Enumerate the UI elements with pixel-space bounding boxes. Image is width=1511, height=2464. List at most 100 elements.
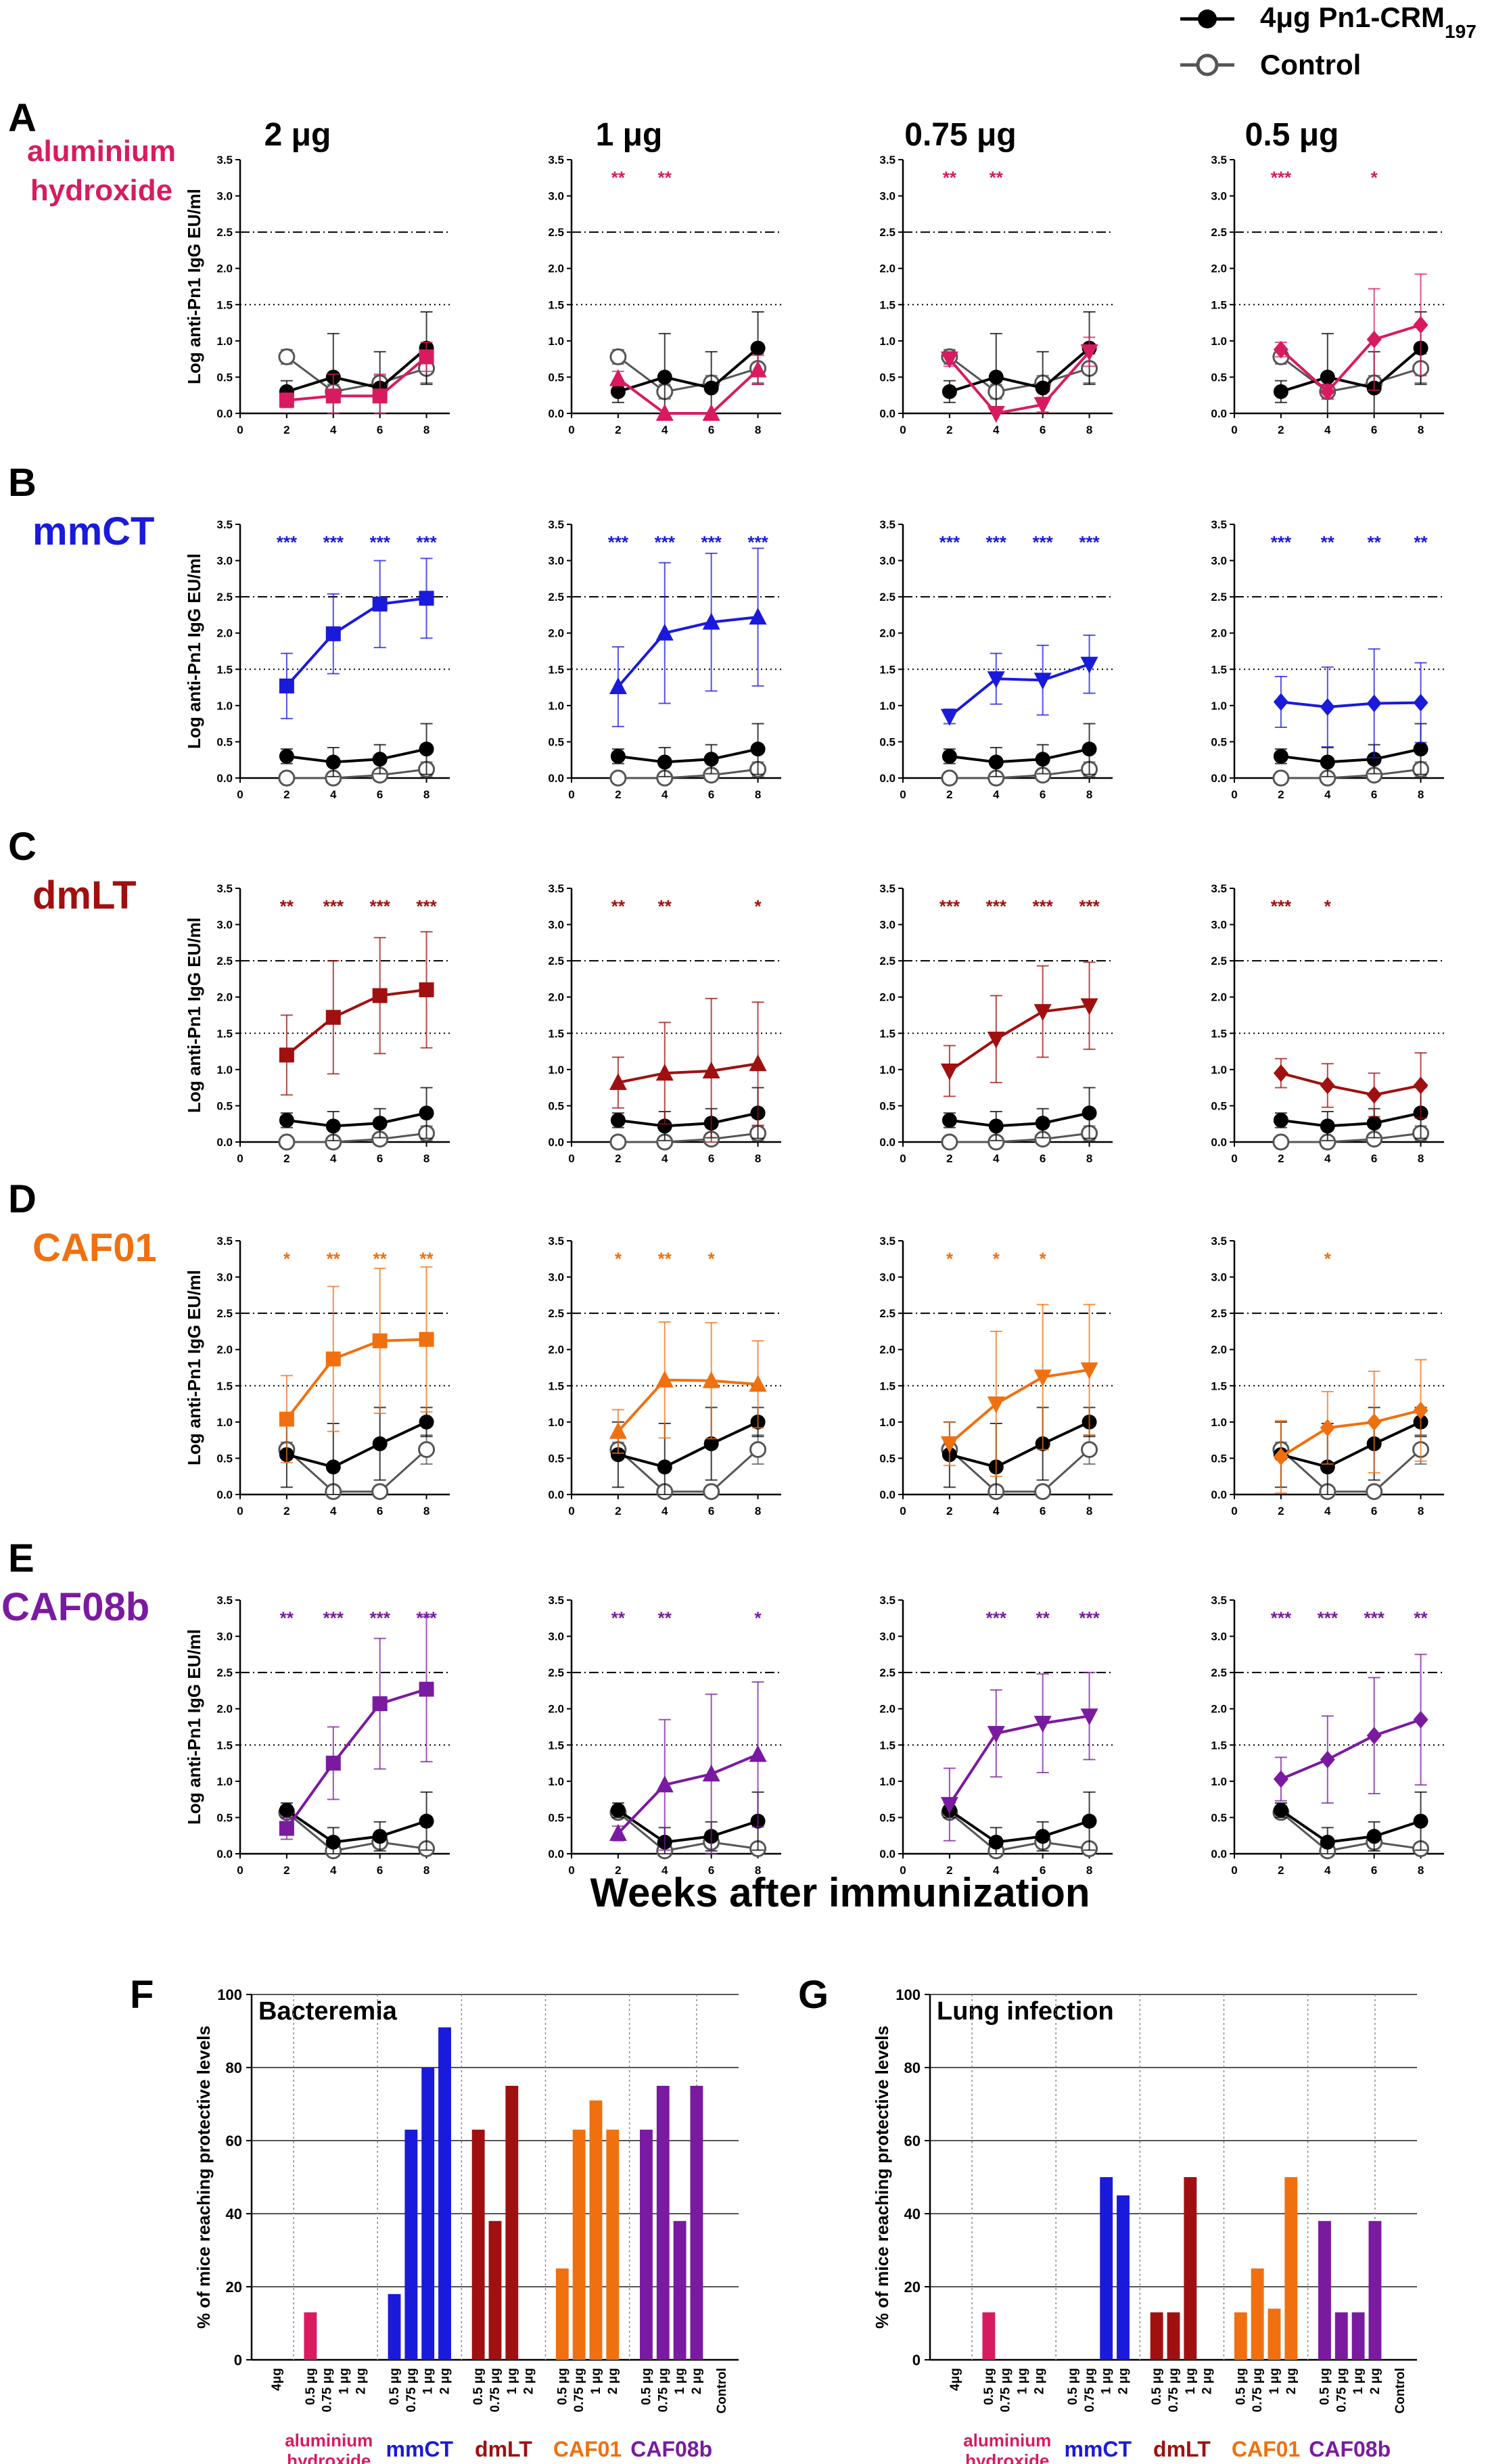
x-tick-label: 8: [423, 788, 429, 801]
category-label: 0.5 μg: [1234, 2368, 1248, 2405]
adjuvant-series-point: [1413, 1401, 1428, 1419]
adjuvant-series-point: [325, 388, 341, 404]
significance-marker: **: [611, 167, 626, 187]
pn1-crm197-series-point: [1082, 1813, 1097, 1829]
pn1-crm197-series-point: [610, 1802, 626, 1818]
pn1-crm197-series-line: [286, 748, 427, 764]
pn1-crm197-series-point: [1366, 1829, 1382, 1844]
category-label: 0.5 μg: [1150, 2368, 1164, 2405]
y-tick-label: 2.0: [548, 627, 564, 640]
y-tick-label: 1.0: [1211, 1416, 1227, 1429]
category-label: 2 μg: [522, 2368, 536, 2394]
adjuvant-series-line: [948, 1004, 1090, 1072]
y-tick-label: 3.5: [216, 1594, 233, 1607]
y-tick-label: 3.5: [1211, 154, 1227, 166]
y-tick-label: 2.5: [216, 955, 233, 967]
x-tick-label: 2: [1278, 1864, 1284, 1877]
y-tick-label: 0.5: [548, 1811, 564, 1824]
x-tick-label: 6: [377, 1505, 383, 1518]
y-tick-label: 2.5: [1211, 955, 1227, 967]
y-tick-label: 0.5: [879, 1811, 896, 1824]
y-tick-label: 100: [896, 1986, 921, 2003]
adjuvant-label: dmLT: [32, 873, 137, 917]
significance-marker: **: [373, 1248, 388, 1269]
bar: [1117, 2195, 1130, 2360]
bar: [589, 2100, 603, 2360]
y-tick-label: 3.0: [1211, 1271, 1227, 1284]
group-label: hydroxide: [287, 2450, 371, 2464]
control-series-point: [278, 348, 296, 365]
category-label: 0.75 μg: [1334, 2368, 1349, 2413]
significance-marker: ***: [1271, 532, 1292, 552]
adjuvant-series-point: [372, 1696, 388, 1712]
pn1-crm197-series-point: [1413, 1813, 1428, 1829]
line-panel: 0.00.51.01.52.02.53.03.50 2 4 6 8*** ** ***: [879, 1594, 1113, 1877]
adjuvant-series-point: [1413, 1710, 1428, 1729]
pn1-crm197-series-point: [325, 1118, 341, 1134]
control-series-line: [285, 1811, 427, 1852]
x-tick-label: 2: [615, 1864, 621, 1877]
category-label: 0.75 μg: [572, 2368, 586, 2413]
bar: [656, 2086, 670, 2360]
legend-pn1-label: 4μg Pn1-CRM197: [1260, 1, 1477, 42]
significance-marker: ***: [323, 532, 344, 552]
bar-chart-f: F Bacteremia 0 20 40 60 80 100 % of mice reachin…: [130, 1973, 739, 2464]
pn1-crm197-series-point: [1035, 1829, 1050, 1844]
category-label: 1 μg: [1268, 2368, 1282, 2394]
x-tick-label: 0: [237, 424, 243, 436]
significance-marker: ***: [369, 532, 390, 552]
y-tick-label: 3.0: [216, 190, 233, 203]
adjuvant-series-point: [1366, 1086, 1382, 1104]
category-label: 2 μg: [1117, 2368, 1131, 2394]
y-tick-label: 0.0: [1211, 1136, 1227, 1149]
y-tick-label: 0.0: [879, 1136, 896, 1149]
category-label: 4μg: [948, 2368, 962, 2391]
significance-marker: *: [993, 1248, 1000, 1269]
adjuvant-series-point: [749, 360, 767, 378]
line-panel: 0.00.51.01.52.02.53.03.50 2 4 6 8** ** *: [548, 1594, 781, 1877]
column-dose-header: 2 μg: [264, 117, 331, 153]
adjuvant-series-line: [285, 988, 427, 1056]
y-tick-label: 100: [217, 1986, 242, 2003]
adjuvant-series-point: [1273, 340, 1288, 359]
adjuvant-series-point: [1080, 344, 1098, 361]
pn1-crm197-series-point: [657, 1118, 672, 1134]
significance-marker: ***: [939, 896, 960, 916]
y-tick-label: 1.0: [879, 700, 896, 712]
line-panel: 0.0 0.5 1.0 1.5 2.0 2.5 3.0 3.5 0 2 4 6 8: [216, 154, 450, 436]
y-tick-label: 3.0: [548, 919, 564, 932]
adjuvant-series-line: [617, 1378, 758, 1433]
adjuvant-series-point: [1320, 698, 1335, 716]
line-panel: 0.00.51.01.52.02.53.03.50 2 4 6 8*** ** ** **: [1211, 518, 1444, 801]
significance-marker: **: [990, 167, 1004, 187]
pn1-crm197-series-point: [1366, 752, 1382, 767]
y-tick-label: 3.0: [548, 1630, 564, 1643]
adjuvant-series-point: [702, 612, 720, 630]
y-tick-label: 80: [226, 2059, 242, 2076]
adjuvant-series-point: [419, 1681, 434, 1697]
y-tick-label: 1.0: [548, 335, 564, 348]
control-series-point: [1366, 1483, 1383, 1501]
x-tick-label: 4: [1324, 424, 1331, 436]
pn1-crm197-series-point: [657, 369, 672, 385]
group-label: CAF08b: [630, 2437, 712, 2461]
y-tick-label: 1.5: [1211, 1379, 1227, 1392]
y-tick-label: 0.5: [1211, 1099, 1227, 1112]
control-series-point: [1272, 769, 1290, 787]
adjuvant-series-point: [655, 1370, 674, 1388]
y-tick-label: 3.0: [216, 555, 233, 568]
control-series-point: [278, 1133, 296, 1151]
pn1-crm197-series-line: [618, 1112, 758, 1128]
adjuvant-label: CAF08b: [1, 1585, 149, 1629]
line-panel: 0.0 0.5 1.0 1.5 2.0 2.5 3.0 3.5 0 2 4 6 8 * * *: [879, 1235, 1113, 1518]
adjuvant-series-point: [655, 1775, 674, 1793]
y-tick-label: 1.5: [548, 663, 564, 676]
adjuvant-series-point: [940, 1436, 958, 1453]
adjuvant-series-point: [1080, 998, 1098, 1016]
pn1-crm197-series-point: [279, 748, 294, 764]
bar: [1284, 2177, 1298, 2360]
